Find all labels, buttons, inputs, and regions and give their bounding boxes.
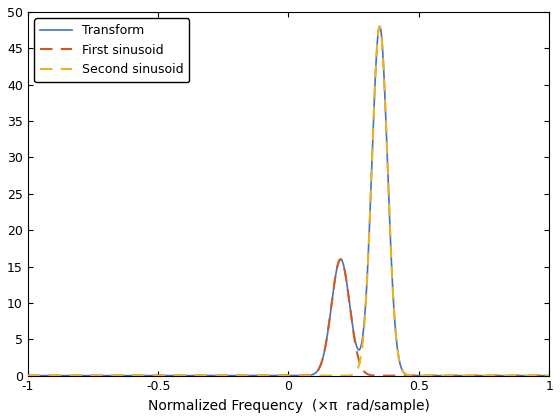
- Line: First sinusoid: First sinusoid: [28, 259, 549, 375]
- Second sinusoid: [119, 373, 126, 378]
- First sinusoid: [223, 373, 230, 378]
- Second sinusoid: [223, 373, 230, 378]
- Second sinusoid: [25, 373, 31, 378]
- Transform: [119, 373, 126, 378]
- Transform: [337, 257, 344, 262]
- X-axis label: Normalized Frequency  (×π  rad/sample): Normalized Frequency (×π rad/sample): [147, 399, 430, 413]
- First sinusoid: [453, 373, 460, 378]
- Transform: [25, 373, 31, 378]
- First sinusoid: [119, 373, 126, 378]
- Transform: [413, 373, 420, 378]
- Second sinusoid: [453, 373, 460, 378]
- Transform: [546, 373, 553, 378]
- First sinusoid: [25, 373, 31, 378]
- First sinusoid: [337, 257, 344, 262]
- Transform: [453, 373, 460, 378]
- Line: Second sinusoid: Second sinusoid: [28, 26, 549, 375]
- Transform: [376, 24, 383, 29]
- Second sinusoid: [337, 373, 344, 378]
- First sinusoid: [337, 257, 344, 262]
- Line: Transform: Transform: [28, 26, 549, 375]
- First sinusoid: [363, 371, 370, 376]
- Second sinusoid: [363, 283, 370, 288]
- Second sinusoid: [413, 373, 420, 378]
- First sinusoid: [546, 373, 553, 378]
- Transform: [363, 281, 370, 286]
- Legend: Transform, First sinusoid, Second sinusoid: Transform, First sinusoid, Second sinuso…: [34, 18, 189, 82]
- Second sinusoid: [376, 24, 383, 29]
- First sinusoid: [413, 373, 420, 378]
- Second sinusoid: [546, 373, 553, 378]
- Transform: [223, 373, 230, 378]
